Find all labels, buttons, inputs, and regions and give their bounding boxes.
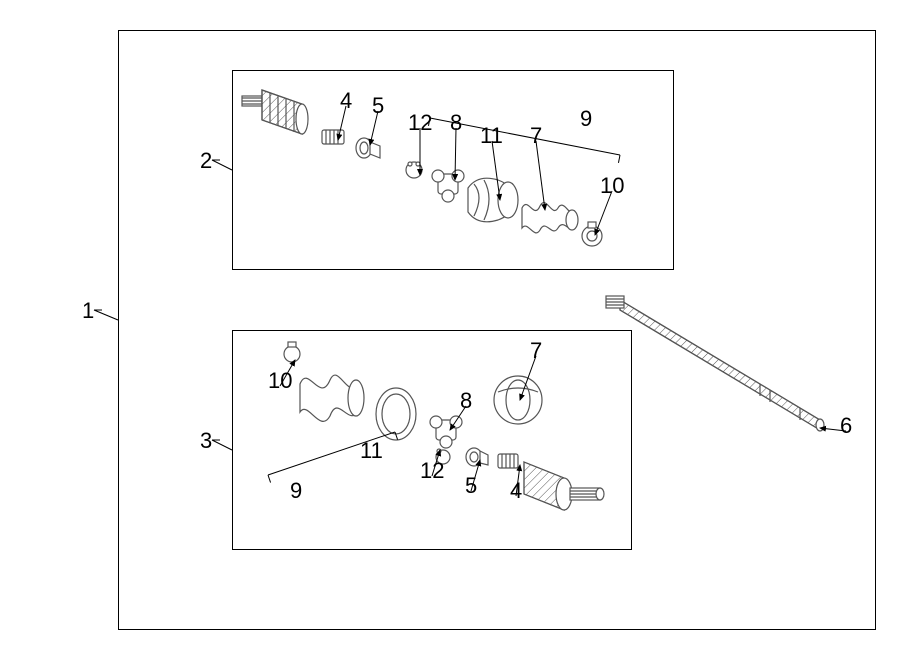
callout-7u: 7: [530, 123, 542, 149]
callout-4l: 4: [510, 478, 522, 504]
upper-inner-frame: [232, 70, 674, 270]
callout-10u: 10: [600, 173, 624, 199]
callout-2: 2: [200, 148, 212, 174]
callout-9u: 9: [580, 106, 592, 132]
callout-1: 1: [82, 298, 94, 324]
lower-inner-frame: [232, 330, 632, 550]
callout-4u: 4: [340, 88, 352, 114]
callout-9l: 9: [290, 478, 302, 504]
callout-6: 6: [840, 413, 852, 439]
callout-8l: 8: [460, 388, 472, 414]
callout-10l: 10: [268, 368, 292, 394]
callout-8u: 8: [450, 110, 462, 136]
callout-5l: 5: [465, 473, 477, 499]
callout-11u: 11: [480, 123, 503, 149]
diagram-container: 12345128117910610781191254: [0, 0, 900, 661]
callout-12u: 12: [408, 110, 432, 136]
callout-7l: 7: [530, 338, 542, 364]
callout-3: 3: [200, 428, 212, 454]
callout-11l: 11: [360, 438, 383, 464]
callout-12l: 12: [420, 458, 444, 484]
callout-5u: 5: [372, 93, 384, 119]
